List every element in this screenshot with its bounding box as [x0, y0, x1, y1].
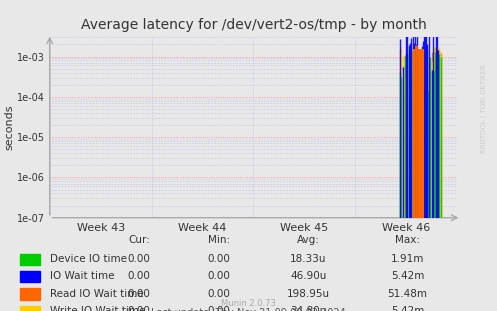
- Text: 0.00: 0.00: [207, 306, 230, 311]
- Bar: [20, 271, 40, 282]
- Bar: [20, 288, 40, 300]
- Text: IO Wait time: IO Wait time: [50, 271, 114, 281]
- Text: Max:: Max:: [395, 234, 420, 244]
- Text: Cur:: Cur:: [128, 234, 150, 244]
- Text: Write IO Wait time: Write IO Wait time: [50, 306, 145, 311]
- Text: 18.33u: 18.33u: [290, 254, 327, 264]
- Text: 198.95u: 198.95u: [287, 289, 330, 299]
- Bar: [20, 253, 40, 265]
- Y-axis label: seconds: seconds: [4, 105, 14, 150]
- Text: 0.00: 0.00: [207, 289, 230, 299]
- Text: 1.91m: 1.91m: [391, 254, 424, 264]
- Text: RRDTOOL / TOBI OETIKER: RRDTOOL / TOBI OETIKER: [481, 64, 487, 153]
- Text: Munin 2.0.73: Munin 2.0.73: [221, 299, 276, 308]
- Text: Read IO Wait time: Read IO Wait time: [50, 289, 144, 299]
- Bar: [20, 306, 40, 311]
- Text: 51.48m: 51.48m: [388, 289, 427, 299]
- Text: 0.00: 0.00: [207, 254, 230, 264]
- Title: Average latency for /dev/vert2-os/tmp - by month: Average latency for /dev/vert2-os/tmp - …: [81, 18, 426, 32]
- Text: 0.00: 0.00: [128, 289, 151, 299]
- Text: Avg:: Avg:: [297, 234, 320, 244]
- Text: 0.00: 0.00: [207, 271, 230, 281]
- Text: Device IO time: Device IO time: [50, 254, 127, 264]
- Text: 0.00: 0.00: [128, 271, 151, 281]
- Text: Min:: Min:: [208, 234, 230, 244]
- Text: 5.42m: 5.42m: [391, 306, 424, 311]
- Text: 5.42m: 5.42m: [391, 271, 424, 281]
- Text: 0.00: 0.00: [128, 254, 151, 264]
- Text: 46.90u: 46.90u: [290, 271, 327, 281]
- Text: Last update: Thu Nov 21 09:00:03 2024: Last update: Thu Nov 21 09:00:03 2024: [151, 308, 346, 311]
- Text: 0.00: 0.00: [128, 306, 151, 311]
- Text: 34.80u: 34.80u: [290, 306, 327, 311]
